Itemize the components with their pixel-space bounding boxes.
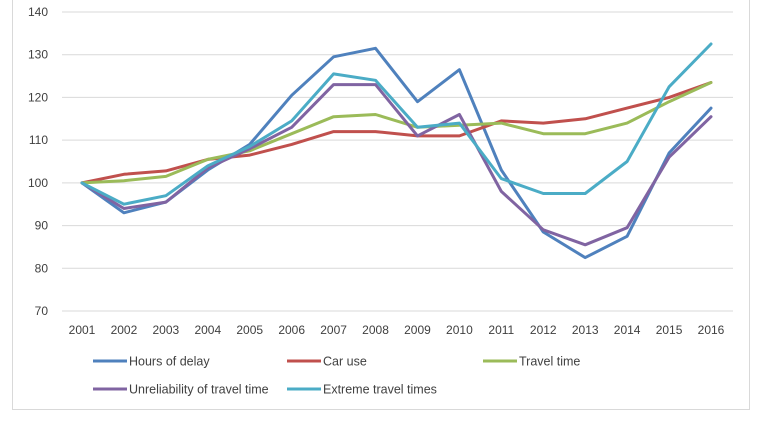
- x-tick-label: 2014: [614, 323, 641, 337]
- x-tick-label: 2007: [320, 323, 347, 337]
- y-tick-label: 110: [29, 133, 48, 147]
- x-tick-label: 2010: [446, 323, 473, 337]
- y-tick-label: 140: [28, 5, 48, 19]
- x-tick-label: 2011: [488, 323, 514, 337]
- x-tick-label: 2004: [194, 323, 221, 337]
- y-tick-label: 70: [35, 304, 49, 318]
- x-tick-label: 2006: [278, 323, 305, 337]
- legend-label: Hours of delay: [129, 355, 210, 369]
- x-tick-label: 2001: [69, 323, 96, 337]
- x-tick-label: 2012: [530, 323, 557, 337]
- x-tick-label: 2016: [698, 323, 725, 337]
- series-line-2: [80, 81, 713, 185]
- x-tick-label: 2003: [153, 323, 180, 337]
- legend: Hours of delay Car use Travel time Unreliab…: [93, 355, 580, 397]
- x-tick-label: 2002: [111, 323, 138, 337]
- legend-label: Unreliability of travel time: [129, 383, 269, 397]
- y-axis: 70 80 90 100 110 120 130 140: [28, 5, 48, 318]
- legend-label: Extreme travel times: [323, 383, 437, 397]
- legend-label: Car use: [323, 355, 367, 369]
- series-lines: [80, 42, 713, 260]
- grid-lines: [62, 11, 733, 312]
- x-tick-label: 2015: [656, 323, 683, 337]
- series-line-0: [80, 46, 713, 260]
- series-line-1: [80, 81, 713, 185]
- x-tick-label: 2008: [362, 323, 389, 337]
- y-tick-label: 90: [35, 219, 49, 233]
- x-tick-label: 2013: [572, 323, 599, 337]
- series-line-4: [80, 42, 713, 206]
- y-tick-label: 80: [35, 261, 49, 275]
- x-tick-label: 2009: [404, 323, 431, 337]
- x-tick-label: 2005: [236, 323, 263, 337]
- legend-label: Travel time: [519, 355, 580, 369]
- x-axis: 2001 2002 2003 2004 2005 2006 2007 2008 2009 2010…: [69, 323, 725, 337]
- y-tick-label: 100: [28, 176, 48, 190]
- chart-frame: [12, 0, 750, 410]
- y-tick-label: 130: [28, 48, 48, 62]
- series-line-3: [80, 83, 713, 247]
- y-tick-label: 120: [28, 90, 48, 104]
